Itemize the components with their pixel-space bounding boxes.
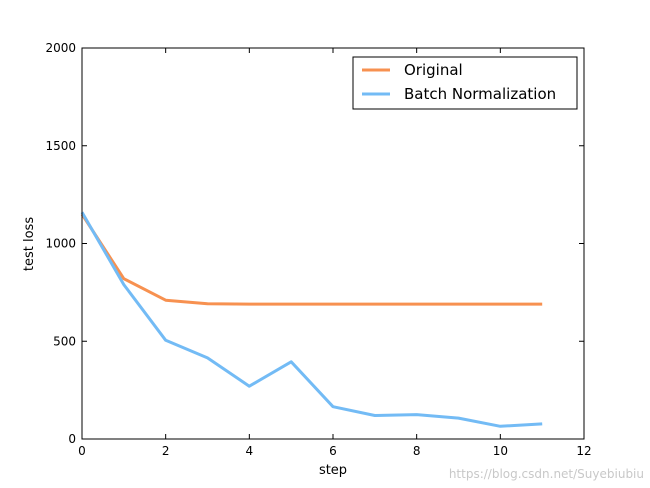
x-tick-label: 10 xyxy=(493,444,508,458)
watermark: https://blog.csdn.net/Suyebiubiu xyxy=(449,467,644,481)
y-tick-label: 2000 xyxy=(45,41,76,55)
legend-items: Original Batch Normalization xyxy=(362,61,556,103)
x-axis-label: step xyxy=(319,463,347,478)
axis-ticks: 0 2 4 6 8 10 12 0 500 1000 1500 2000 xyxy=(45,41,591,458)
legend-label: Original xyxy=(404,61,463,79)
x-tick-label: 2 xyxy=(162,444,170,458)
x-tick-label: 6 xyxy=(329,444,337,458)
x-tick-label: 0 xyxy=(78,444,86,458)
y-axis-label: test loss xyxy=(22,217,37,271)
legend-box xyxy=(352,56,578,110)
series-layer xyxy=(80,211,543,428)
y-tick-label: 0 xyxy=(68,432,76,446)
x-tick-label: 4 xyxy=(246,444,254,458)
legend: Original Batch Normalization xyxy=(352,56,578,110)
y-tick-label: 1500 xyxy=(45,139,76,153)
x-tick-label: 8 xyxy=(413,444,421,458)
series-line-original xyxy=(80,213,543,306)
legend-label: Batch Normalization xyxy=(404,85,556,103)
y-tick-label: 1000 xyxy=(45,237,76,251)
x-tick-label: 12 xyxy=(576,444,591,458)
y-tick-label: 500 xyxy=(53,334,76,348)
series-line-batch-normalization xyxy=(80,211,543,428)
